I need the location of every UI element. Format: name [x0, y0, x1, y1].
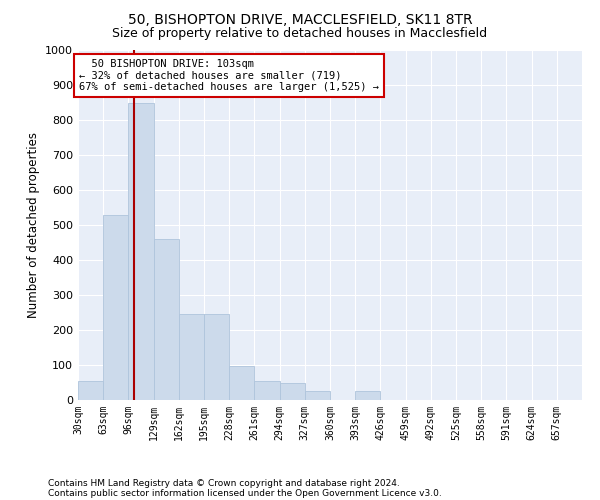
- Bar: [280, 383, 305, 400]
- Bar: [254, 381, 280, 400]
- Bar: [204, 314, 229, 400]
- Text: Contains public sector information licensed under the Open Government Licence v3: Contains public sector information licen…: [48, 488, 442, 498]
- Bar: [103, 214, 128, 400]
- Bar: [128, 102, 154, 400]
- Bar: [229, 366, 254, 400]
- Text: Size of property relative to detached houses in Macclesfield: Size of property relative to detached ho…: [112, 28, 488, 40]
- Bar: [305, 390, 330, 400]
- Text: 50 BISHOPTON DRIVE: 103sqm
← 32% of detached houses are smaller (719)
67% of sem: 50 BISHOPTON DRIVE: 103sqm ← 32% of deta…: [79, 58, 379, 92]
- Y-axis label: Number of detached properties: Number of detached properties: [26, 132, 40, 318]
- Text: Contains HM Land Registry data © Crown copyright and database right 2024.: Contains HM Land Registry data © Crown c…: [48, 478, 400, 488]
- Bar: [154, 239, 179, 400]
- Bar: [355, 390, 380, 400]
- Text: 50, BISHOPTON DRIVE, MACCLESFIELD, SK11 8TR: 50, BISHOPTON DRIVE, MACCLESFIELD, SK11 …: [128, 12, 472, 26]
- Bar: [179, 314, 204, 400]
- Bar: [78, 381, 103, 400]
